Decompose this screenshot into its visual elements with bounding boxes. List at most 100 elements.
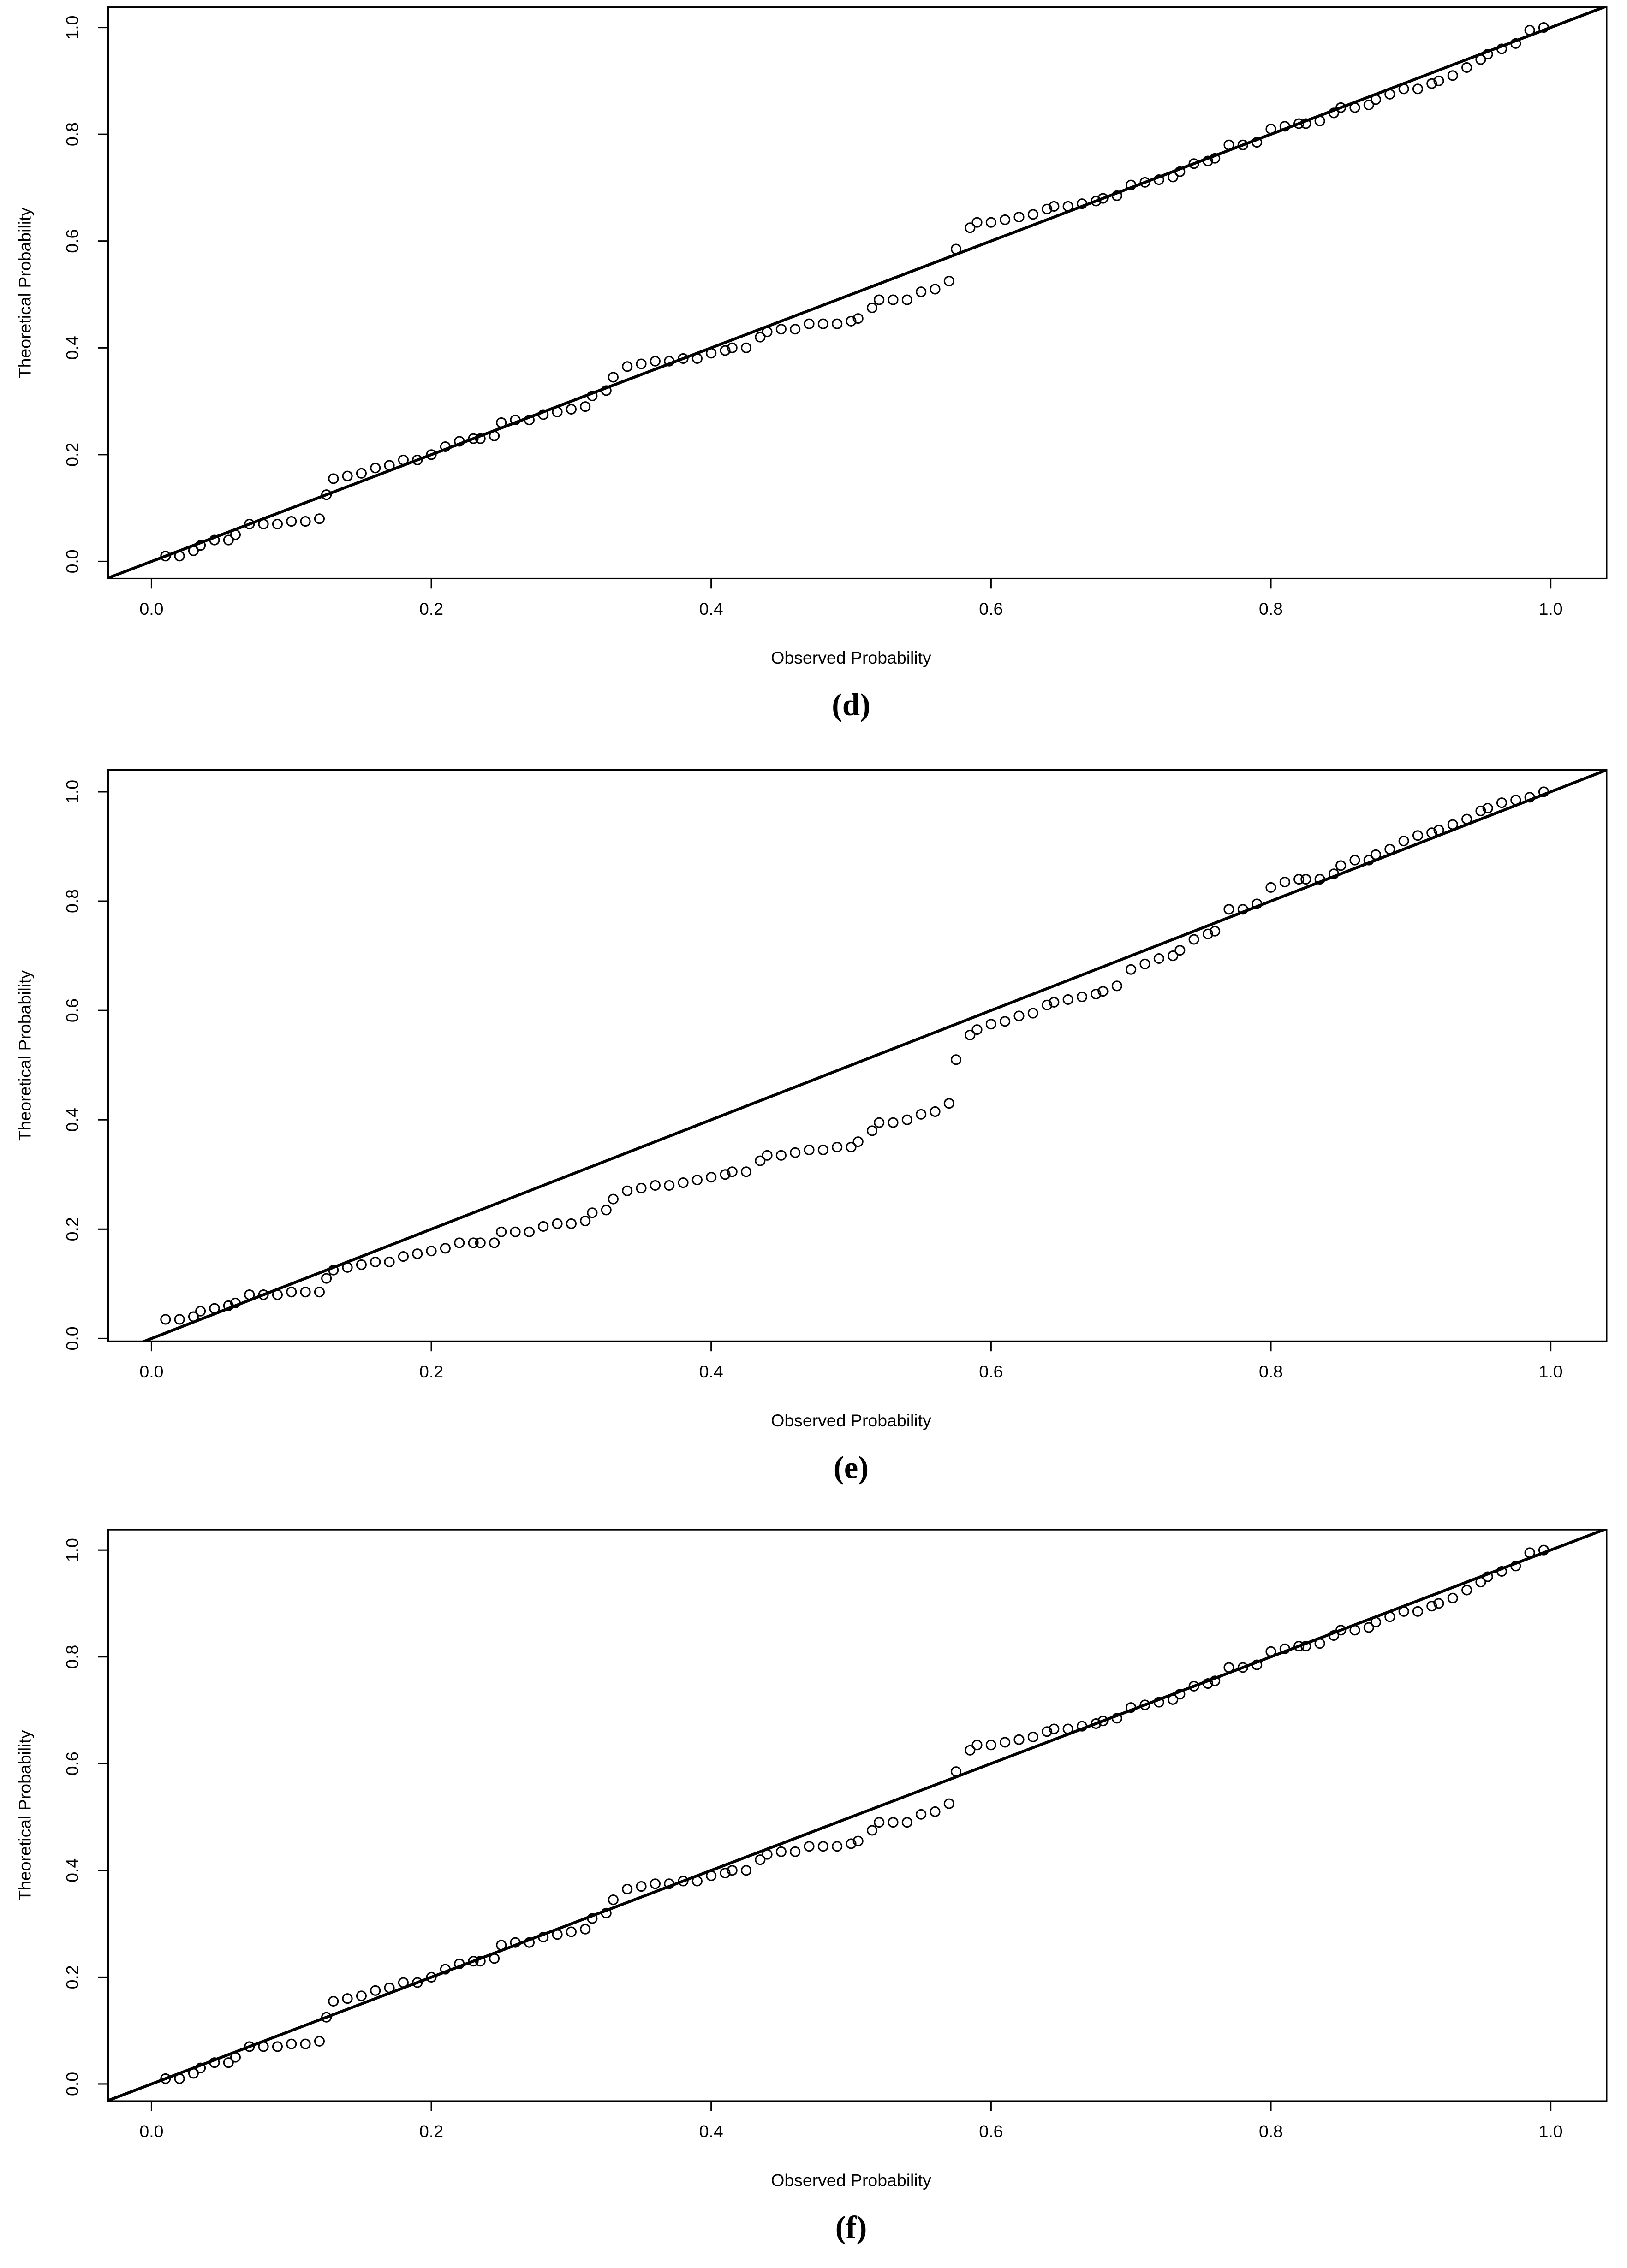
point <box>691 1876 703 1887</box>
point <box>1510 795 1521 806</box>
point <box>1447 1592 1458 1603</box>
x-tick-label: 0.0 <box>139 1362 163 1381</box>
point <box>524 415 535 426</box>
point <box>244 2041 255 2052</box>
x-tick-label: 0.6 <box>979 599 1003 618</box>
point <box>608 1193 619 1205</box>
point <box>454 1958 465 1970</box>
point <box>538 1932 549 1943</box>
point <box>943 1798 954 1809</box>
point <box>384 1256 395 1268</box>
caption: (d) <box>832 687 870 722</box>
reference-line <box>108 7 1607 579</box>
point <box>1111 190 1122 201</box>
point <box>1237 1662 1248 1673</box>
point <box>195 540 206 551</box>
point <box>1252 1659 1263 1670</box>
point <box>468 433 479 444</box>
point <box>412 1977 423 1988</box>
point <box>971 1024 983 1035</box>
point <box>1433 1598 1444 1609</box>
y-axis-title: Theoretical Probability <box>15 970 34 1141</box>
point <box>475 1237 486 1248</box>
point <box>1168 1694 1179 1705</box>
point <box>1328 1630 1340 1641</box>
point <box>1461 1585 1472 1596</box>
point <box>342 1262 353 1273</box>
point <box>930 1806 941 1817</box>
point <box>720 1169 731 1180</box>
point <box>608 1894 619 1906</box>
point <box>321 489 332 500</box>
reference-line <box>108 1530 1607 2102</box>
point <box>587 1913 598 1924</box>
point <box>1426 827 1437 838</box>
point <box>1252 137 1263 148</box>
point <box>720 1868 731 1879</box>
point <box>356 1259 367 1270</box>
point <box>1426 1601 1437 1612</box>
point <box>286 516 297 527</box>
point <box>174 551 185 562</box>
point <box>817 1841 828 1852</box>
point <box>1398 836 1409 847</box>
point <box>1174 166 1186 177</box>
point <box>950 243 962 255</box>
point <box>971 217 983 228</box>
point <box>1111 980 1122 992</box>
point <box>1335 1625 1347 1636</box>
point <box>272 1289 283 1300</box>
point <box>832 1841 843 1852</box>
point <box>1042 999 1053 1010</box>
point <box>1153 1697 1164 1708</box>
point <box>244 518 255 529</box>
point <box>174 2073 185 2084</box>
point <box>874 294 885 305</box>
point <box>1412 83 1423 95</box>
point <box>866 302 878 313</box>
point <box>790 324 801 335</box>
point <box>1049 1723 1060 1734</box>
point <box>496 1940 507 1951</box>
point <box>1188 1680 1199 1692</box>
point <box>300 2038 311 2049</box>
point <box>1384 843 1395 855</box>
point <box>1126 179 1137 190</box>
point <box>1237 139 1248 150</box>
y-tick-label: 0.8 <box>62 889 82 913</box>
point <box>740 1166 752 1177</box>
point <box>1049 201 1060 212</box>
point <box>775 1846 787 1857</box>
point <box>916 1109 927 1120</box>
point <box>1027 1731 1038 1742</box>
point <box>412 1248 423 1259</box>
point <box>321 1273 332 1284</box>
point <box>1126 964 1137 975</box>
point <box>286 2038 297 2049</box>
point <box>496 1226 507 1237</box>
point <box>1126 1702 1137 1713</box>
point <box>846 1141 857 1153</box>
point <box>209 534 220 546</box>
x-tick-label: 0.4 <box>699 599 723 618</box>
point <box>314 513 325 524</box>
x-tick-label: 0.4 <box>699 1362 723 1381</box>
point <box>209 1303 220 1314</box>
x-tick-label: 0.8 <box>1259 599 1283 618</box>
point <box>580 401 591 412</box>
y-tick-label: 0.4 <box>62 1108 82 1132</box>
point <box>846 315 857 327</box>
point <box>678 1177 689 1188</box>
point <box>790 1147 801 1158</box>
x-tick-label: 0.0 <box>139 2122 163 2141</box>
point <box>846 1838 857 1849</box>
point <box>1300 118 1311 129</box>
point <box>740 1865 752 1876</box>
point <box>1223 1662 1234 1673</box>
point <box>1412 1606 1423 1617</box>
point <box>965 1745 976 1756</box>
point <box>775 324 787 335</box>
point <box>866 1825 878 1836</box>
point <box>608 372 619 383</box>
point <box>901 1114 912 1125</box>
